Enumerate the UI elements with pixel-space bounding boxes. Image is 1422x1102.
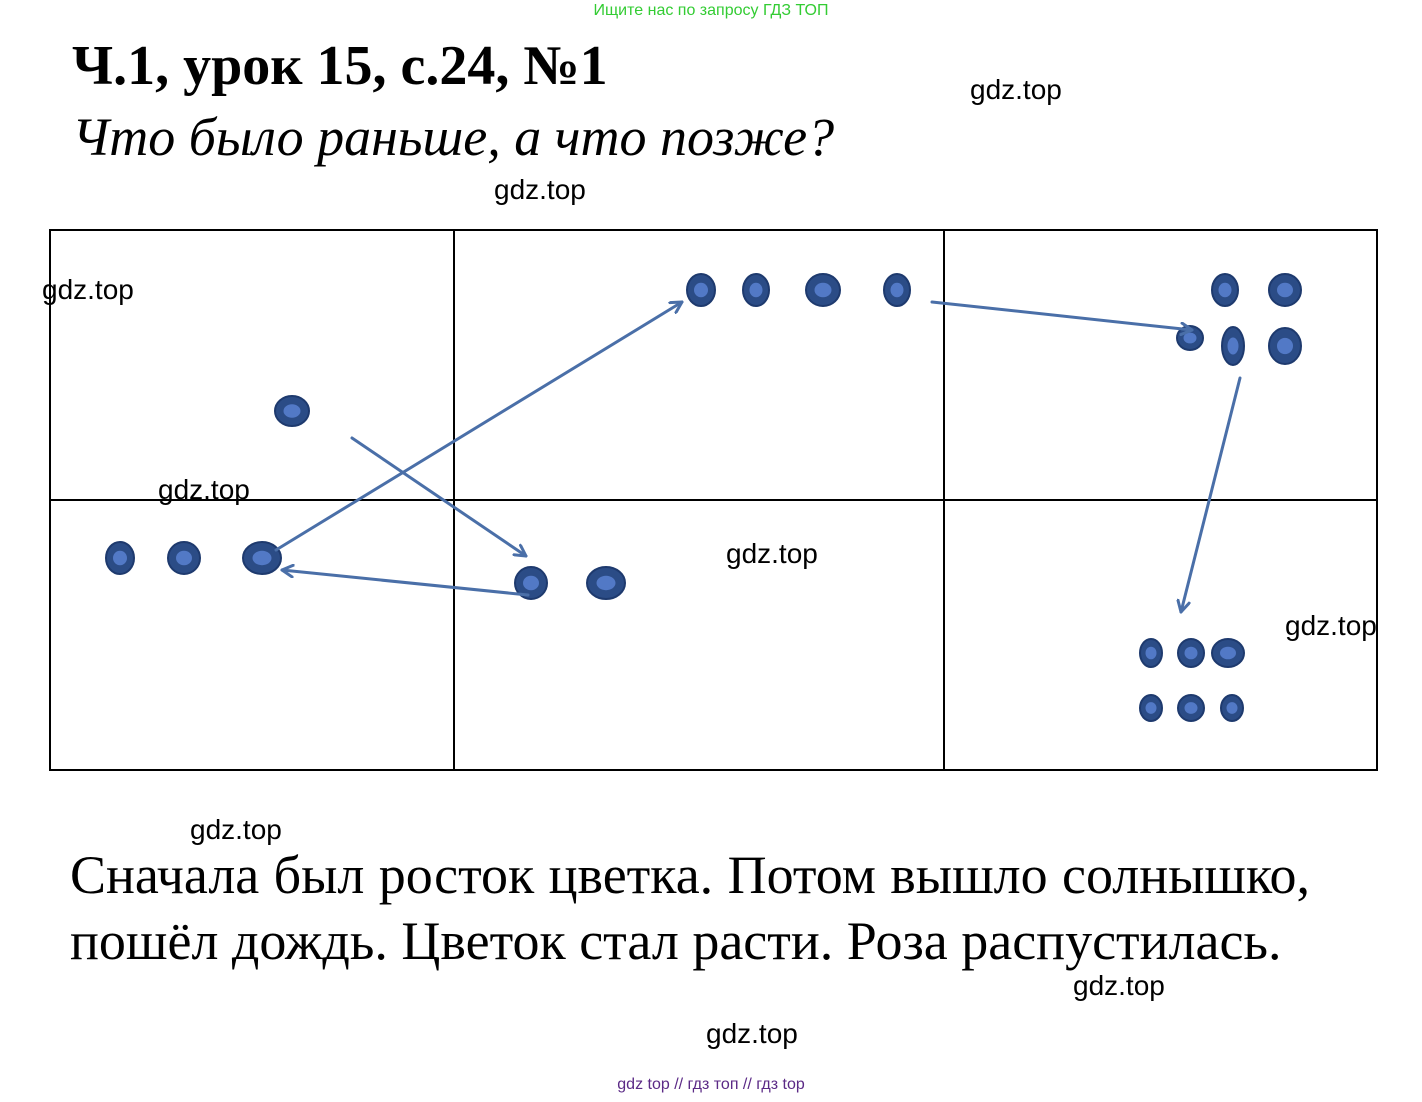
dot-bottom-right bbox=[1139, 694, 1163, 722]
dot-top-middle bbox=[805, 273, 841, 307]
dots-layer bbox=[105, 273, 1302, 722]
dot-bottom-left bbox=[105, 541, 135, 575]
watermark: gdz.top bbox=[706, 1018, 798, 1049]
footer-links[interactable]: gdz top // гдз топ // гдз top bbox=[617, 1076, 805, 1093]
dot-top-left bbox=[274, 395, 310, 427]
dot-bottom-right bbox=[1211, 638, 1245, 668]
arrow-top-middle-to-top-right bbox=[930, 300, 1194, 330]
dot-top-middle bbox=[742, 273, 770, 307]
page-title: Ч.1, урок 15, с.24, №1 bbox=[72, 35, 608, 97]
watermark: gdz.top bbox=[158, 474, 250, 505]
watermark: gdz.top bbox=[1073, 970, 1165, 1001]
watermark: gdz.top bbox=[190, 814, 282, 845]
task-question: Что было раньше, а что позже? bbox=[72, 107, 835, 167]
dot-bottom-right bbox=[1177, 638, 1205, 668]
dot-top-middle bbox=[883, 273, 911, 307]
dot-bottom-left bbox=[167, 541, 201, 575]
dot-bottom-middle bbox=[586, 566, 626, 600]
watermark: gdz.top bbox=[42, 274, 134, 305]
dot-top-middle bbox=[686, 273, 716, 307]
dot-top-right bbox=[1211, 273, 1239, 307]
answer-text: Сначала был росток цветка. Потом вышло с… bbox=[70, 845, 1310, 971]
watermark: gdz.top bbox=[494, 174, 586, 205]
watermark: gdz.top bbox=[726, 538, 818, 569]
arrow-bottom-left-to-top-middle bbox=[274, 300, 684, 552]
dot-top-right bbox=[1268, 273, 1302, 307]
dot-top-right bbox=[1268, 327, 1302, 365]
arrow-bottom-middle-to-bottom-left bbox=[280, 570, 530, 597]
dot-top-right bbox=[1221, 326, 1245, 366]
watermark: gdz.top bbox=[970, 74, 1062, 105]
dot-bottom-middle bbox=[514, 566, 548, 600]
watermark: gdz.top bbox=[1285, 610, 1377, 641]
arrows-layer bbox=[274, 300, 1242, 614]
dot-bottom-left bbox=[242, 541, 282, 575]
top-banner[interactable]: Ищите нас по запросу ГДЗ ТОП bbox=[593, 2, 829, 19]
dot-bottom-right bbox=[1139, 638, 1163, 668]
dot-bottom-right bbox=[1220, 694, 1244, 722]
arrow-top-left-to-bottom-middle bbox=[350, 436, 528, 558]
arrow-top-right-to-bottom-right bbox=[1181, 376, 1242, 614]
dot-bottom-right bbox=[1177, 694, 1205, 722]
